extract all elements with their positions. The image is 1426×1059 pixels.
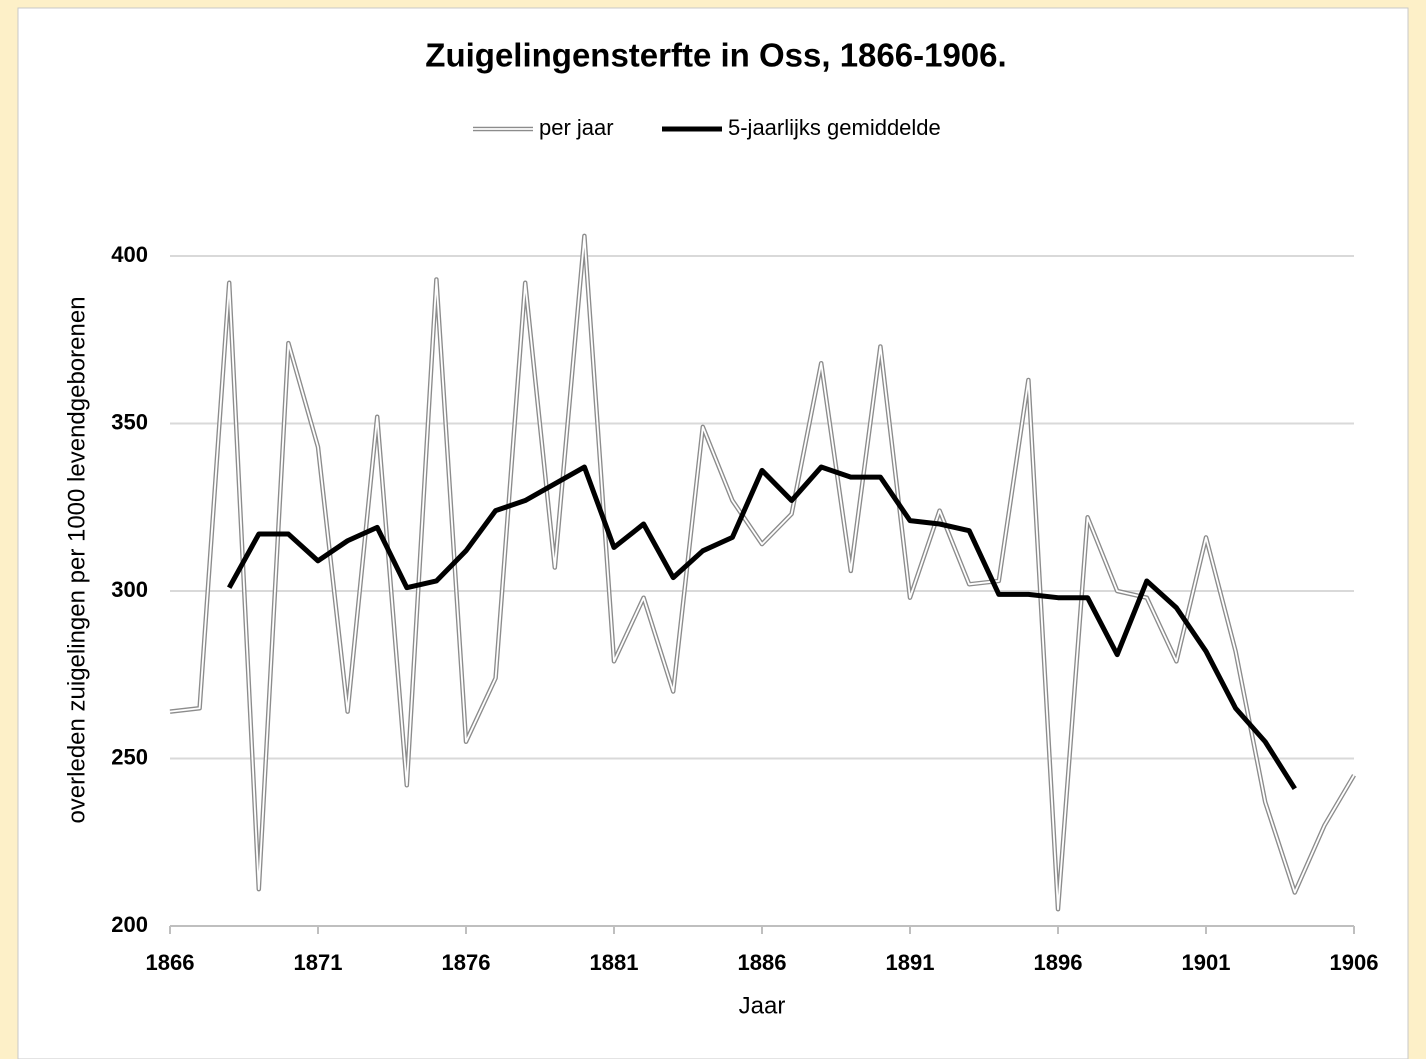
x-tick-label: 1876 [442, 950, 491, 975]
x-tick-label: 1881 [590, 950, 639, 975]
x-tick-label: 1891 [886, 950, 935, 975]
x-tick-label: 1906 [1330, 950, 1379, 975]
chart-title: Zuigelingensterfte in Oss, 1866-1906. [425, 37, 1006, 74]
series-line-inner [169, 235, 1355, 911]
y-tick-label: 250 [111, 744, 148, 769]
x-tick-label: 1866 [146, 950, 195, 975]
y-tick-label: 350 [111, 409, 148, 434]
y-axis-label: overleden zuigelingen per 1000 levendgeb… [63, 296, 90, 823]
x-tick-label: 1886 [738, 950, 787, 975]
y-tick-label: 400 [111, 242, 148, 267]
chart-area [17, 7, 1409, 1059]
legend-label: 5-jaarlijks gemiddelde [728, 115, 941, 140]
y-tick-label: 200 [111, 912, 148, 937]
x-tick-label: 1901 [1182, 950, 1231, 975]
x-axis-label: Jaar [739, 992, 786, 1019]
legend-label: per jaar [539, 115, 614, 140]
x-tick-label: 1871 [294, 950, 343, 975]
x-tick-label: 1896 [1034, 950, 1083, 975]
y-tick-label: 300 [111, 577, 148, 602]
series-line [227, 464, 1297, 790]
